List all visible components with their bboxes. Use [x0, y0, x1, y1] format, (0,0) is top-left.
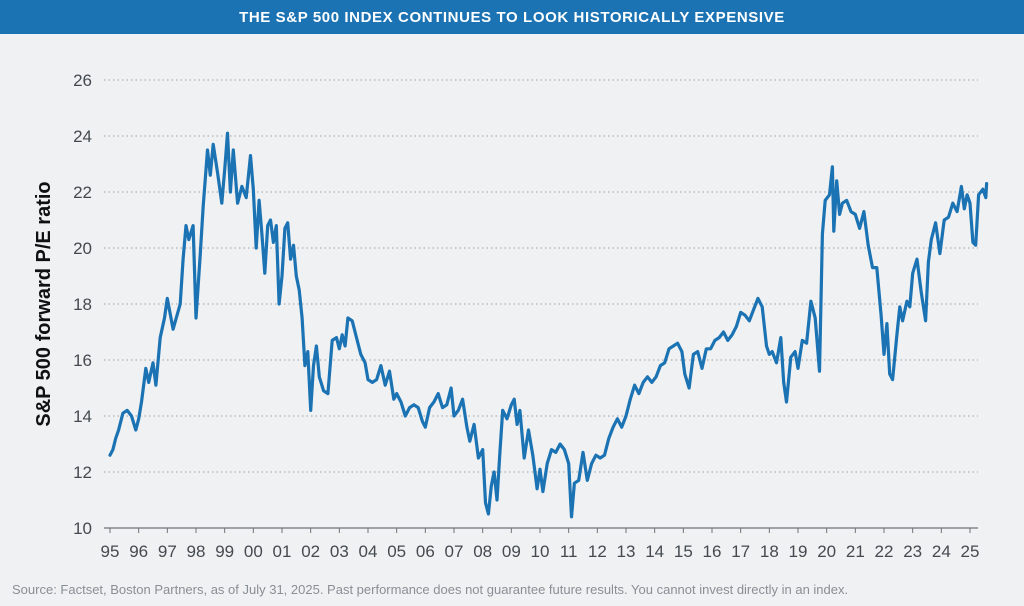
chart-title-banner: THE S&P 500 INDEX CONTINUES TO LOOK HIST… — [0, 0, 1024, 34]
x-tick-label: 19 — [789, 542, 808, 561]
x-tick-label: 23 — [903, 542, 922, 561]
y-tick-label: 14 — [73, 407, 92, 426]
y-tick-label: 20 — [73, 239, 92, 258]
x-tick-label: 22 — [875, 542, 894, 561]
x-tick-label: 18 — [760, 542, 779, 561]
chart-title: THE S&P 500 INDEX CONTINUES TO LOOK HIST… — [239, 8, 785, 26]
x-tick-label: 05 — [387, 542, 406, 561]
x-tick-label: 11 — [560, 542, 578, 561]
x-tick-label: 06 — [416, 542, 435, 561]
series-line-forward-pe — [108, 131, 989, 519]
x-tick-label: 10 — [531, 542, 550, 561]
x-tick-label: 95 — [101, 542, 120, 561]
x-tick-label: 15 — [674, 542, 693, 561]
x-tick-label: 24 — [932, 542, 951, 561]
x-tick-label: 21 — [846, 542, 865, 561]
x-tick-label: 20 — [817, 542, 836, 561]
x-tick-label: 97 — [158, 542, 177, 561]
x-tick-label: 07 — [445, 542, 464, 561]
x-tick-label: 02 — [301, 542, 320, 561]
x-tick-label: 09 — [502, 542, 521, 561]
y-axis-label: S&P 500 forward P/E ratio — [33, 181, 55, 426]
x-axis-ticks: 95 96 97 98 99 00 01 02 03 04 05 06 07 08 09 10 11 12 13 14… — [101, 528, 980, 561]
x-tick-label: 16 — [703, 542, 722, 561]
y-tick-label: 16 — [73, 351, 92, 370]
y-tick-label: 12 — [73, 463, 92, 482]
x-tick-label: 17 — [731, 542, 750, 561]
x-tick-label: 08 — [473, 542, 492, 561]
gridlines — [104, 79, 978, 529]
y-tick-label: 10 — [73, 519, 92, 538]
y-tick-label: 24 — [73, 127, 92, 146]
y-axis-ticks: 10 12 14 16 18 20 22 24 26 — [73, 71, 92, 538]
x-tick-label: 25 — [961, 542, 980, 561]
x-tick-label: 13 — [617, 542, 636, 561]
chart-area: 10 12 14 16 18 20 22 24 26 95 96 97 98 99 00 01 02 03 04 0… — [0, 34, 1024, 574]
x-tick-label: 98 — [187, 542, 206, 561]
source-footnote: Source: Factset, Boston Partners, as of … — [12, 582, 849, 597]
x-tick-label: 14 — [645, 542, 664, 561]
x-tick-label: 00 — [244, 542, 263, 561]
x-tick-label: 96 — [129, 542, 148, 561]
y-tick-label: 26 — [73, 71, 92, 90]
x-tick-label: 12 — [588, 542, 607, 561]
x-tick-label: 01 — [273, 542, 292, 561]
line-chart: 10 12 14 16 18 20 22 24 26 95 96 97 98 99 00 01 02 03 04 0… — [33, 71, 989, 561]
x-tick-label: 99 — [215, 542, 234, 561]
y-tick-label: 22 — [73, 183, 92, 202]
x-tick-label: 03 — [330, 542, 349, 561]
x-tick-label: 04 — [359, 542, 378, 561]
y-tick-label: 18 — [73, 295, 92, 314]
